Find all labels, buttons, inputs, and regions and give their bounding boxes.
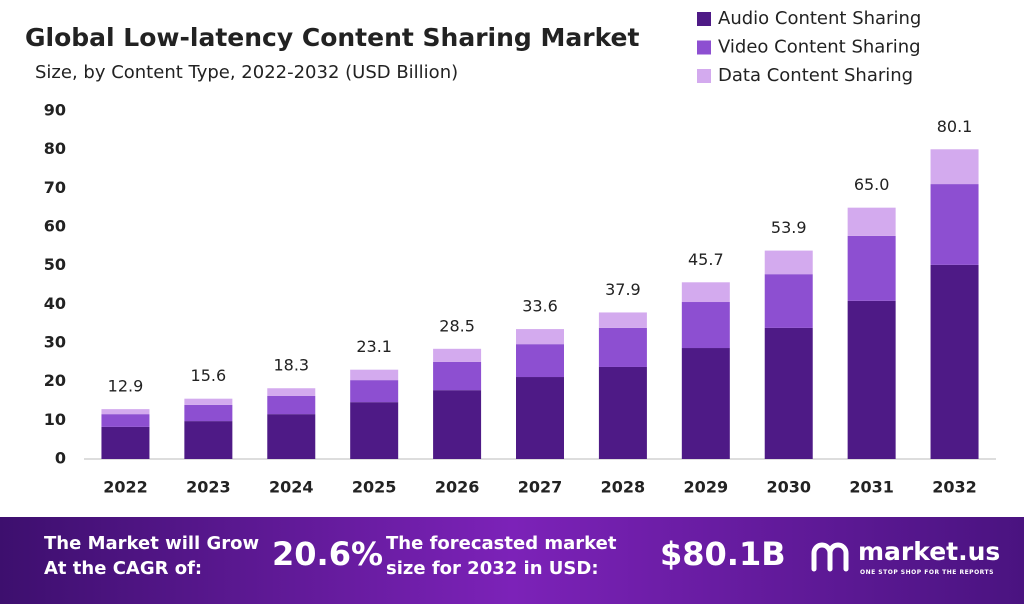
x-tick-label: 2026 — [435, 478, 480, 497]
chart: Global Low-latency Content Sharing Marke… — [25, 8, 996, 497]
bar-segment — [350, 369, 399, 381]
bar-segment — [681, 282, 730, 303]
cagr-value: 20.6% — [272, 535, 384, 573]
x-tick-label: 2027 — [518, 478, 563, 497]
bar-segment — [930, 264, 979, 459]
bar-segment — [847, 300, 896, 459]
bar-segment — [184, 421, 233, 459]
chart-subtitle: Size, by Content Type, 2022-2032 (USD Bi… — [35, 62, 458, 83]
total-label: 33.6 — [522, 297, 558, 316]
x-tick-label: 2030 — [766, 478, 811, 497]
y-tick-label: 20 — [44, 371, 66, 390]
bar-segment — [681, 302, 730, 349]
bar-segment — [598, 366, 647, 459]
legend-swatch — [697, 40, 711, 55]
bar-segment — [516, 377, 564, 459]
bar-segment — [764, 250, 813, 275]
total-label: 23.1 — [356, 337, 392, 356]
bar-segment — [184, 404, 233, 422]
total-label: 18.3 — [273, 356, 309, 375]
y-tick-label: 40 — [44, 294, 66, 313]
bar-segment — [350, 402, 399, 459]
bar-segment — [681, 348, 730, 459]
legend-swatch — [697, 12, 711, 26]
bar-segment — [350, 380, 399, 403]
legend-swatch — [697, 69, 711, 83]
legend-label: Audio Content Sharing — [718, 8, 921, 29]
bar-segment — [267, 414, 316, 459]
bar-segment — [764, 274, 813, 328]
bar-segment — [101, 414, 150, 427]
x-tick-label: 2031 — [849, 478, 894, 497]
chart-title: Global Low-latency Content Sharing Marke… — [25, 23, 639, 52]
y-tick-label: 70 — [44, 178, 66, 197]
y-tick-label: 90 — [44, 101, 66, 120]
legend-label: Video Content Sharing — [718, 37, 921, 58]
bar-segment — [516, 344, 564, 378]
bar-segment — [764, 327, 813, 459]
forecast-value: $80.1B — [660, 535, 786, 573]
bar-segment — [267, 388, 316, 396]
total-label: 53.9 — [771, 218, 807, 237]
y-tick-label: 50 — [44, 255, 66, 274]
total-label: 37.9 — [605, 280, 641, 299]
footer: The Market will Grow At the CAGR of: 20.… — [0, 517, 1024, 604]
x-tick-label: 2028 — [601, 478, 646, 497]
tagline: ONE STOP SHOP FOR THE REPORTS — [860, 569, 994, 576]
y-tick-label: 0 — [55, 449, 66, 468]
legend-label: Data Content Sharing — [718, 65, 913, 86]
y-tick-label: 10 — [44, 410, 66, 429]
y-tick-label: 60 — [44, 217, 66, 236]
total-label: 15.6 — [191, 366, 227, 385]
bar-segment — [847, 235, 896, 301]
forecast-text: The forecasted market size for 2032 in U… — [386, 533, 617, 579]
y-tick-label: 30 — [44, 333, 66, 352]
total-label: 45.7 — [688, 250, 724, 269]
cagr-text: The Market will Grow At the CAGR of: — [44, 533, 260, 579]
bar-segment — [267, 395, 316, 415]
total-label: 65.0 — [854, 175, 890, 194]
logo-icon — [811, 542, 849, 572]
bar-segment — [433, 348, 482, 362]
bar-segment — [598, 312, 647, 328]
bar-segment — [516, 329, 564, 345]
brand: market.us — [858, 537, 1001, 566]
bar-segment — [433, 361, 482, 391]
bar-segment — [598, 327, 647, 367]
x-tick-label: 2024 — [269, 478, 314, 497]
x-tick-label: 2023 — [186, 478, 231, 497]
total-label: 80.1 — [937, 117, 973, 136]
total-label: 28.5 — [439, 316, 475, 335]
x-tick-label: 2025 — [352, 478, 397, 497]
bar-segment — [847, 207, 896, 236]
x-tick-label: 2032 — [932, 478, 977, 497]
x-tick-label: 2022 — [103, 478, 148, 497]
bar-segment — [930, 184, 979, 265]
bar-segment — [433, 390, 482, 459]
bar-segment — [101, 426, 150, 459]
x-tick-label: 2029 — [684, 478, 729, 497]
bar-segment — [930, 149, 979, 185]
total-label: 12.9 — [108, 377, 144, 396]
bar-segment — [101, 409, 150, 415]
bar-segment — [184, 398, 233, 405]
y-tick-label: 80 — [44, 139, 66, 158]
